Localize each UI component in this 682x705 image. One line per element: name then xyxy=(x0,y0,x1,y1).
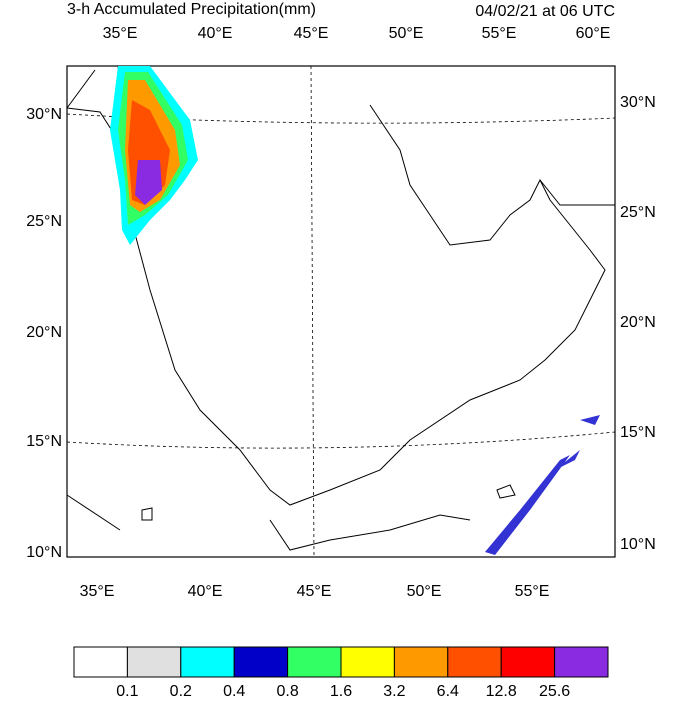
colorbar-box xyxy=(500,646,556,678)
colorbar-label: 6.4 xyxy=(437,683,459,700)
lat-label: 25°N xyxy=(26,213,62,230)
lat-label: 20°N xyxy=(620,314,656,331)
lat-label: 15°N xyxy=(620,424,656,441)
colorbar-box xyxy=(73,646,128,678)
precipitation xyxy=(110,66,600,555)
coastline xyxy=(66,104,606,506)
lon-label: 35°E xyxy=(103,25,138,42)
lat-label: 20°N xyxy=(26,324,62,341)
lon-label: 40°E xyxy=(188,583,223,600)
colorbar-label: 0.1 xyxy=(116,683,138,700)
island xyxy=(141,484,516,521)
colorbar-label: 12.8 xyxy=(486,683,517,700)
lon-label: 40°E xyxy=(198,25,233,42)
lon-label: 55°E xyxy=(515,583,550,600)
title: 3-h Accumulated Precipitation(mm) xyxy=(67,1,316,18)
colorbar-label: 1.6 xyxy=(330,683,352,700)
colorbar-label: 25.6 xyxy=(539,683,570,700)
lon-label: 45°E xyxy=(294,25,329,42)
lon-label: 55°E xyxy=(482,25,517,42)
colorbar-box xyxy=(393,646,449,678)
colorbar-box xyxy=(287,646,342,678)
lat-label: 30°N xyxy=(620,94,656,111)
lat-label: 10°N xyxy=(26,544,62,561)
lat-label: 30°N xyxy=(26,106,62,123)
colorbar-box xyxy=(180,646,235,678)
colorbar-box xyxy=(447,646,502,678)
lat-label: 10°N xyxy=(620,536,656,553)
lon-label: 50°E xyxy=(389,25,424,42)
colorbar-label: 0.8 xyxy=(276,683,298,700)
colorbar-box xyxy=(233,646,289,678)
lon-label: 45°E xyxy=(297,583,332,600)
colorbar-box xyxy=(554,646,609,678)
colorbar-label: 0.4 xyxy=(223,683,245,700)
meridian xyxy=(310,65,315,558)
lat-label: 15°N xyxy=(26,433,62,450)
colorbar-label: 0.2 xyxy=(170,683,192,700)
colorbar-box xyxy=(340,646,395,678)
map xyxy=(66,65,616,558)
colorbar-label: 3.2 xyxy=(383,683,405,700)
lon-label: 60°E xyxy=(576,25,611,42)
lon-label: 35°E xyxy=(80,583,115,600)
valid-time: 04/02/21 at 06 UTC xyxy=(475,3,615,20)
lat-label: 25°N xyxy=(620,204,656,221)
colorbar-box xyxy=(126,646,182,678)
lon-label: 50°E xyxy=(407,583,442,600)
